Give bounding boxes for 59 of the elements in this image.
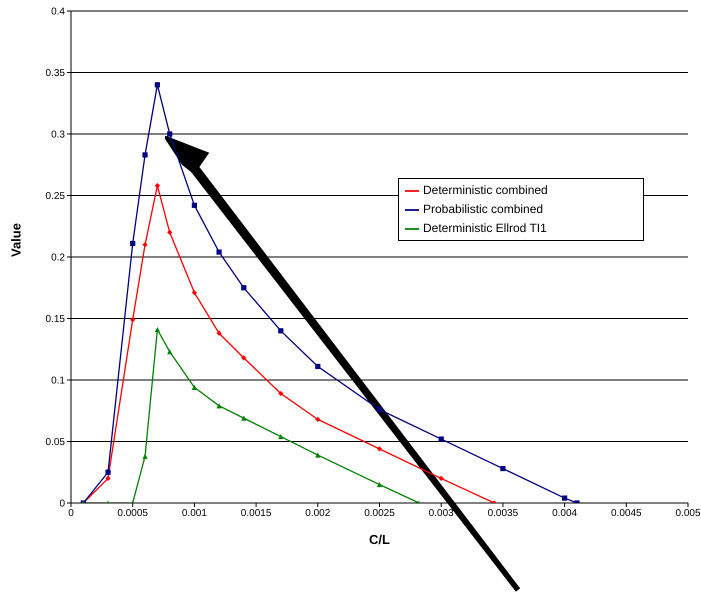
y-tick-label: 0.05 xyxy=(46,437,66,448)
x-tick-label: 0 xyxy=(68,508,74,520)
point xyxy=(438,476,444,481)
y-tick-label: 0.2 xyxy=(51,252,66,264)
point xyxy=(376,482,382,488)
point xyxy=(376,446,382,452)
point xyxy=(105,476,111,481)
point xyxy=(154,82,160,88)
point xyxy=(130,317,136,322)
point xyxy=(278,328,284,334)
point xyxy=(192,202,197,208)
y-tick-label: 0.3 xyxy=(51,130,66,141)
x-tick-label: 0.0025 xyxy=(364,508,396,520)
legend-label: Deterministic combined xyxy=(423,183,548,197)
point xyxy=(241,285,246,290)
y-tick-label: 0.15 xyxy=(46,314,66,326)
y-tick-label: 0.1 xyxy=(51,376,66,387)
y-tick-label: 0.25 xyxy=(46,191,66,202)
point xyxy=(241,416,246,421)
point xyxy=(278,434,284,440)
point xyxy=(154,326,160,332)
point xyxy=(500,466,506,472)
x-tick-label: 0.004 xyxy=(552,508,578,520)
point xyxy=(142,242,148,248)
point xyxy=(167,230,172,235)
x-tick-label: 0.005 xyxy=(675,508,701,520)
x-tick-label: 0.0015 xyxy=(240,508,272,520)
point xyxy=(192,290,197,296)
x-tick-label: 0.0005 xyxy=(117,508,148,520)
point xyxy=(216,249,222,255)
y-tick-label: 0.35 xyxy=(46,68,66,80)
legend-label: Probabilistic combined xyxy=(423,202,544,216)
x-tick-label: 0.001 xyxy=(182,508,208,520)
point xyxy=(105,470,111,475)
point xyxy=(216,403,222,408)
point xyxy=(376,406,382,412)
y-axis-title: Value xyxy=(8,223,24,257)
point xyxy=(216,330,222,336)
point xyxy=(130,240,136,246)
point xyxy=(142,152,148,158)
x-tick-label: 0.003 xyxy=(428,508,454,520)
point xyxy=(241,355,246,360)
point xyxy=(562,495,568,501)
legend-label: Deterministic Ellrod TI1 xyxy=(423,221,547,235)
point xyxy=(167,349,172,354)
point xyxy=(167,131,172,137)
x-axis-title: C/L xyxy=(369,532,390,548)
x-tick-label: 0.002 xyxy=(305,508,331,520)
y-tick-label: 0.4 xyxy=(51,6,66,18)
point xyxy=(142,454,148,459)
point xyxy=(278,390,284,396)
y-tick-label: 0 xyxy=(59,498,66,510)
point xyxy=(315,452,320,458)
point xyxy=(438,436,444,442)
point xyxy=(315,416,320,422)
point xyxy=(315,364,320,370)
point xyxy=(192,384,197,390)
x-tick-label: 0.0035 xyxy=(488,508,519,520)
x-tick-label: 0.0045 xyxy=(611,508,642,520)
